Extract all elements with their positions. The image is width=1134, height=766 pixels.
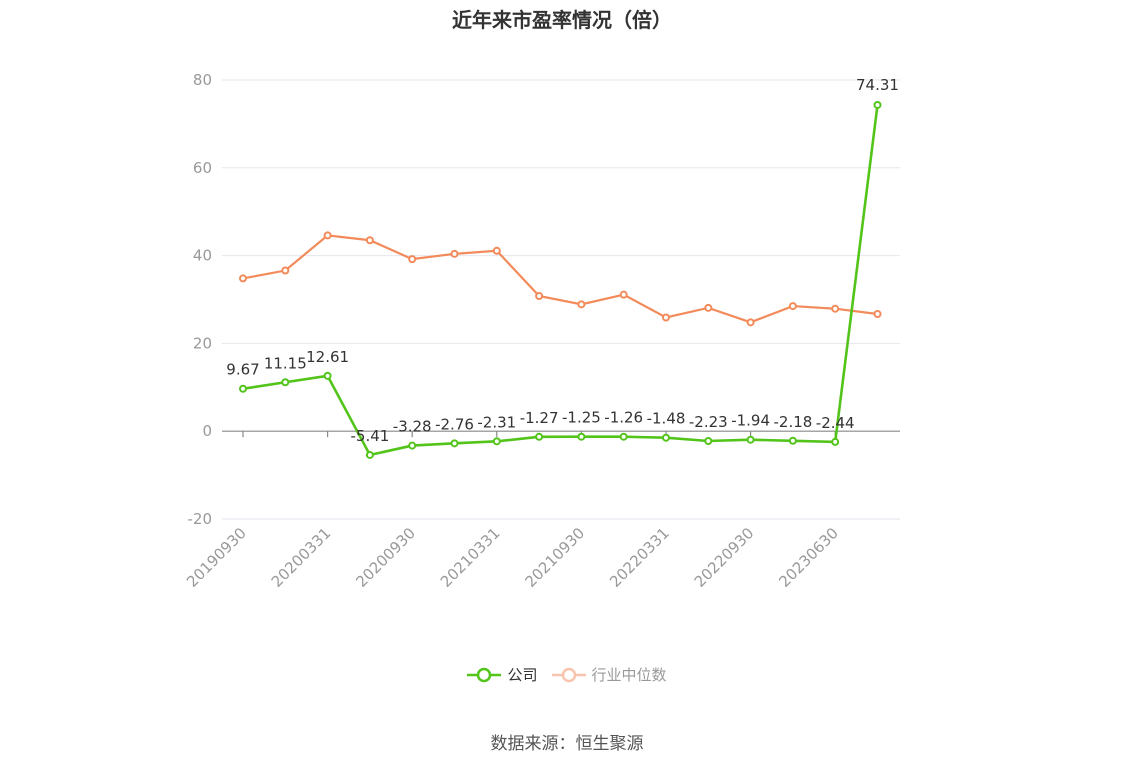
- data-label: -1.25: [562, 409, 601, 427]
- data-point-industry: [577, 300, 586, 309]
- data-point-industry: [323, 231, 332, 240]
- data-point-industry: [281, 266, 290, 275]
- data-label: -1.48: [647, 410, 686, 428]
- legend-industry-icon: [551, 667, 586, 682]
- data-label: -1.27: [520, 409, 559, 427]
- data-label: -3.28: [393, 418, 432, 436]
- legend-label-industry: 行业中位数: [591, 666, 667, 684]
- x-tick-label: 20230630: [775, 524, 842, 591]
- y-tick-label: 60: [193, 159, 212, 177]
- data-point-industry: [873, 309, 882, 318]
- data-label: -2.23: [689, 413, 728, 431]
- x-tick-label: 20210331: [437, 524, 504, 591]
- data-point-company: [577, 432, 586, 441]
- x-tick-label: 20220331: [606, 524, 673, 591]
- data-point-company: [662, 433, 670, 442]
- data-label: -1.94: [731, 412, 770, 430]
- data-point-company: [492, 437, 501, 446]
- data-point-company: [619, 432, 628, 441]
- x-tick-label: 20200331: [268, 524, 335, 591]
- data-point-industry: [450, 249, 459, 258]
- data-point-industry: [492, 246, 501, 255]
- data-point-industry: [535, 291, 544, 300]
- series-line-industry: [242, 234, 878, 324]
- data-label: -2.76: [435, 415, 474, 433]
- data-point-company: [365, 450, 374, 459]
- data-point-company: [281, 378, 290, 387]
- legend-company-icon: [467, 667, 502, 682]
- legend-item-industry[interactable]: 行业中位数: [551, 664, 667, 685]
- data-point-company: [746, 435, 755, 444]
- data-point-industry: [619, 290, 628, 299]
- data-point-industry: [662, 313, 670, 322]
- y-tick-label: 0: [202, 422, 212, 440]
- data-label: -2.18: [773, 413, 812, 431]
- data-label: 12.61: [306, 348, 349, 366]
- data-label: -5.41: [350, 427, 389, 445]
- data-point-industry: [365, 236, 374, 245]
- data-label: -2.44: [816, 414, 855, 432]
- x-tick-label: 20200930: [352, 524, 419, 591]
- data-point-industry: [788, 302, 797, 311]
- y-tick-label: 20: [193, 334, 212, 352]
- legend-item-company[interactable]: 公司: [467, 664, 538, 685]
- data-point-company: [788, 436, 797, 445]
- data-point-company: [873, 100, 882, 109]
- x-tick-label: 20190930: [183, 524, 250, 591]
- x-tick-label: 20220930: [691, 524, 758, 591]
- data-point-company: [323, 371, 332, 380]
- legend: 公司 行业中位数: [0, 664, 1134, 685]
- data-source: 数据来源：恒生聚源: [490, 734, 644, 754]
- data-point-company: [239, 384, 247, 393]
- data-point-company: [831, 437, 840, 446]
- series-line-company: [242, 104, 879, 457]
- data-point-industry: [704, 303, 713, 312]
- data-label: -2.31: [477, 413, 516, 431]
- data-point-company: [535, 432, 544, 441]
- data-label: -1.26: [604, 409, 643, 427]
- data-label: 74.31: [856, 76, 899, 94]
- data-point-industry: [239, 274, 247, 283]
- legend-label-company: 公司: [507, 666, 538, 684]
- data-label: 9.67: [226, 361, 259, 379]
- x-tick-label: 20210930: [522, 524, 589, 591]
- data-point-company: [408, 441, 417, 450]
- data-point-industry: [408, 255, 417, 264]
- data-point-industry: [746, 318, 755, 327]
- y-tick-label: 80: [193, 71, 212, 89]
- data-label: 11.15: [264, 354, 307, 372]
- data-point-company: [450, 439, 459, 448]
- y-tick-label: 40: [193, 247, 212, 265]
- data-point-industry: [831, 304, 840, 313]
- y-tick-label: -20: [188, 510, 213, 528]
- data-point-company: [704, 436, 713, 445]
- chart-title: 近年来市盈率情况（倍）: [452, 8, 672, 32]
